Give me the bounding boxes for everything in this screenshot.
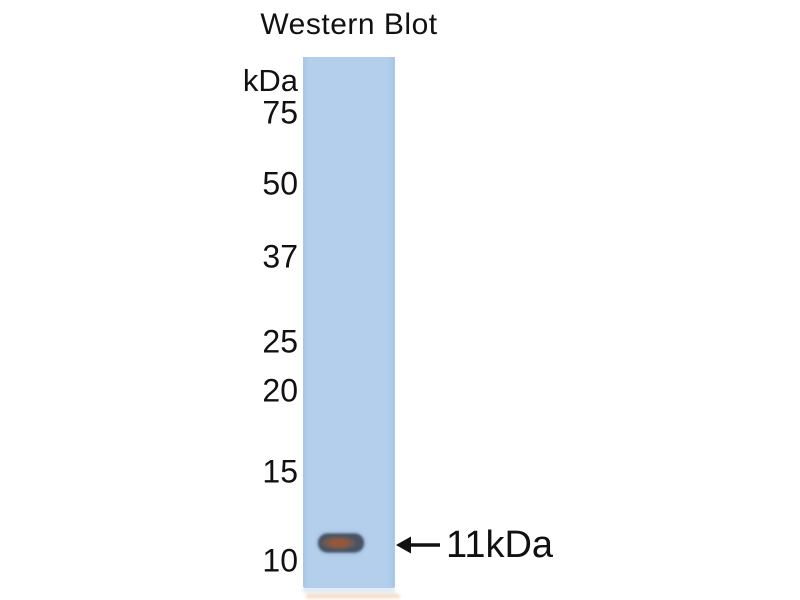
lane-bottom-fade xyxy=(303,587,395,593)
ladder-marker-75: 75 xyxy=(262,94,298,131)
bottom-smear xyxy=(306,594,400,598)
figure-title: Western Blot xyxy=(260,8,438,41)
band-annotation: 11kDa xyxy=(446,524,554,566)
ladder-marker-37: 37 xyxy=(262,238,298,275)
kda-unit-label: kDa xyxy=(242,63,298,98)
ladder-marker-25: 25 xyxy=(262,323,298,360)
gel-lane xyxy=(303,57,395,588)
protein-band xyxy=(318,533,364,553)
left-arrow-icon xyxy=(396,536,440,554)
band-callout: 11kDa xyxy=(394,526,553,564)
ladder-marker-50: 50 xyxy=(262,165,298,202)
ladder-marker-15: 15 xyxy=(262,453,298,490)
ladder-marker-10: 10 xyxy=(262,542,298,579)
ladder-marker-20: 20 xyxy=(262,372,298,409)
